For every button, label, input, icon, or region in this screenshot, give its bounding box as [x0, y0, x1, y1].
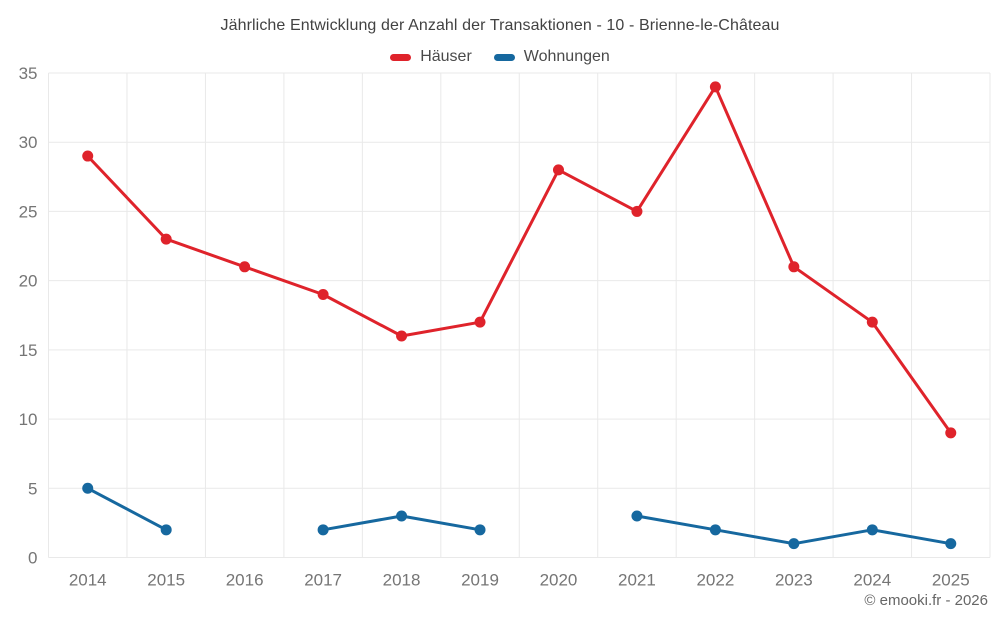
- data-point[interactable]: [631, 510, 643, 522]
- x-axis-tick-label: 2022: [696, 571, 734, 590]
- legend-label-wohnungen: Wohnungen: [523, 48, 610, 65]
- y-axis-tick-label: 5: [28, 479, 37, 498]
- data-point[interactable]: [866, 316, 878, 328]
- data-point[interactable]: [160, 233, 172, 245]
- data-point[interactable]: [631, 205, 643, 217]
- legend-item-haeuser[interactable]: Häuser: [390, 48, 472, 66]
- copyright-footer: © emooki.fr - 2026: [864, 592, 988, 609]
- data-point[interactable]: [396, 330, 408, 342]
- data-point[interactable]: [239, 261, 251, 273]
- data-point[interactable]: [160, 524, 172, 536]
- data-point[interactable]: [82, 482, 94, 494]
- data-point[interactable]: [474, 316, 486, 328]
- x-axis-tick-label: 2024: [853, 571, 891, 590]
- y-axis-tick-label: 20: [19, 272, 38, 291]
- data-point[interactable]: [945, 427, 957, 439]
- chart-title: Jährliche Entwicklung der Anzahl der Tra…: [220, 17, 780, 34]
- legend-item-wohnungen[interactable]: Wohnungen: [493, 48, 610, 66]
- x-axis-tick-label: 2018: [383, 571, 421, 590]
- legend-marker-wohnungen: [493, 53, 515, 61]
- y-axis-tick-label: 30: [19, 133, 38, 152]
- x-axis-tick-label: 2014: [69, 571, 107, 590]
- x-axis-tick-label: 2023: [775, 571, 813, 590]
- legend-marker-haeuser: [390, 53, 412, 61]
- x-axis-tick-label: 2025: [932, 571, 970, 590]
- y-axis-tick-label: 10: [19, 410, 38, 429]
- x-axis-tick-label: 2015: [147, 571, 185, 590]
- series-line-0: [86, 85, 953, 435]
- data-point[interactable]: [788, 538, 800, 550]
- data-point[interactable]: [396, 510, 408, 522]
- x-axis-tick-label: 2016: [226, 571, 264, 590]
- x-axis-tick-label: 2021: [618, 571, 656, 590]
- y-axis-tick-label: 15: [19, 341, 38, 360]
- data-point[interactable]: [709, 81, 721, 93]
- x-axis-tick-label: 2019: [461, 571, 499, 590]
- chart-legend: Häuser Wohnungen: [0, 48, 1000, 66]
- data-point[interactable]: [317, 288, 329, 300]
- y-axis-tick-label: 0: [28, 549, 37, 568]
- data-point[interactable]: [866, 524, 878, 536]
- data-point[interactable]: [317, 524, 329, 536]
- data-point[interactable]: [474, 524, 486, 536]
- data-point[interactable]: [945, 538, 957, 550]
- y-axis-tick-label: 25: [19, 202, 38, 221]
- data-point[interactable]: [709, 524, 721, 536]
- x-axis-tick-label: 2020: [540, 571, 578, 590]
- legend-label-haeuser: Häuser: [420, 48, 472, 65]
- data-point[interactable]: [82, 150, 94, 162]
- y-axis-tick-label: 35: [19, 64, 38, 83]
- data-point[interactable]: [788, 261, 800, 273]
- data-point[interactable]: [552, 164, 564, 176]
- x-axis-tick-label: 2017: [304, 571, 342, 590]
